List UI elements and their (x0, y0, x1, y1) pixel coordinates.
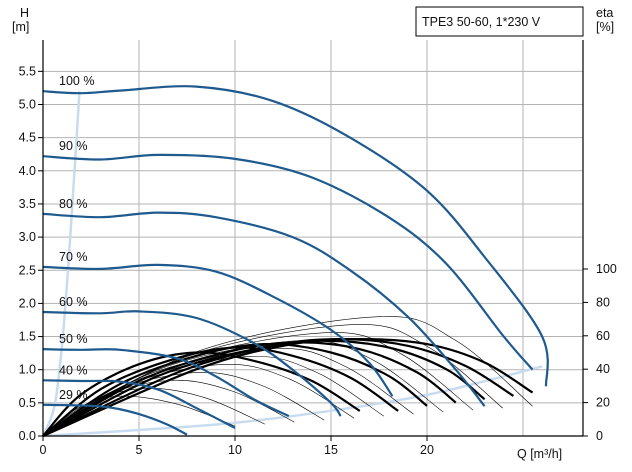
x-tick-label: 10 (228, 443, 242, 457)
y2-tick-label: 20 (596, 396, 610, 410)
pump-curve-label: 90 % (59, 139, 88, 153)
y-tick-label: 2.0 (19, 296, 36, 310)
y-tick-label: 5.0 (19, 98, 36, 112)
pump-curve-label: 80 % (59, 197, 88, 211)
pump-curve-60 (42, 310, 342, 417)
y2-axis-label-unit: [%] (596, 20, 614, 34)
y-tick-label: 2.5 (19, 263, 36, 277)
pump-curve-100 (42, 85, 549, 387)
efficiency-curve-thin (42, 332, 474, 437)
x-axis-label: Q [m³/h] (517, 447, 562, 461)
pump-curve-label: 40 % (59, 363, 88, 377)
pump-curve-90 (42, 153, 534, 371)
x-tick-label: 5 (136, 443, 143, 457)
y-tick-label: 4.5 (19, 131, 36, 145)
y-tick-label: 1.5 (19, 330, 36, 344)
x-tick-label: 0 (40, 443, 47, 457)
y2-tick-label: 80 (596, 295, 610, 309)
y-tick-label: 3.5 (19, 197, 36, 211)
system-curve-layer (41, 91, 543, 438)
tick-labels: 0 5 10 15 20 0.0 0.5 1.0 1.5 2.0 2.5 3.0 3.5 4.0 4.5 5.… (19, 64, 617, 457)
y-tick-label: 3.0 (19, 230, 36, 244)
y2-tick-label: 0 (596, 429, 603, 443)
x-tick-label: 20 (420, 443, 434, 457)
efficiency-curve-5 (42, 339, 486, 437)
y2-tick-label: 60 (596, 329, 610, 343)
y-axis-label-h: H (20, 6, 29, 20)
y-axis-label-unit: [m] (12, 20, 29, 34)
y-tick-label: 0.5 (19, 396, 36, 410)
efficiency-curve-thin (42, 316, 533, 437)
pump-curve-label: 60 % (59, 295, 88, 309)
x-tick-label: 15 (324, 443, 338, 457)
system-curve (42, 365, 543, 438)
pump-curve-label: 50 % (59, 332, 88, 346)
efficiency-curve-thin (42, 387, 265, 437)
pump-curve-50 (42, 348, 290, 418)
y-tick-label: 5.5 (19, 64, 36, 78)
pump-curve-label: 29 % (59, 388, 88, 402)
chart-title: TPE3 50-60, 1*230 V (422, 15, 541, 29)
pump-curve-40 (42, 379, 236, 429)
y-tick-label: 4.0 (19, 164, 36, 178)
efficiency-curve-thin (42, 363, 355, 437)
control-curve (41, 91, 81, 437)
efficiency-curves (42, 316, 534, 438)
y-tick-label: 1.0 (19, 363, 36, 377)
efficiency-curve-4 (42, 341, 457, 437)
pump-curve-80 (42, 211, 486, 407)
pump-curve-label: 70 % (59, 250, 88, 264)
y-tick-label: 0.0 (19, 429, 36, 443)
pump-curve-70 (42, 263, 394, 397)
chart-title-box: TPE3 50-60, 1*230 V (415, 6, 584, 37)
grid (43, 40, 583, 436)
pump-curve-29 (42, 403, 188, 436)
y2-axis-label-eta: eta (596, 6, 613, 20)
pump-curves: 100 % 90 % 80 % 70 % 60 % 50 % 40 % 29 % (42, 74, 549, 436)
y2-tick-label: 40 (596, 362, 610, 376)
pump-curve-label: 100 % (59, 74, 94, 88)
y2-tick-label: 100 (596, 262, 617, 276)
